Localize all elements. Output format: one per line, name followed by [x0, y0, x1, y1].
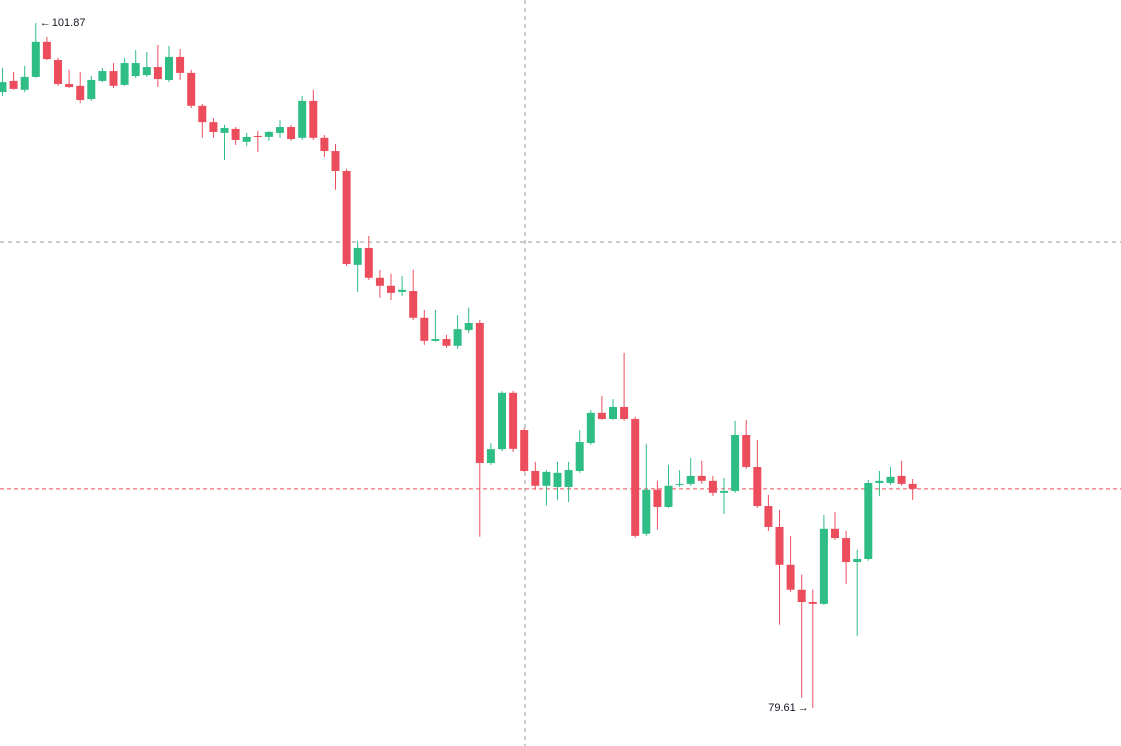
candle-body — [653, 489, 662, 507]
candle-body — [120, 63, 129, 85]
candle-body — [20, 76, 29, 90]
candle-body — [564, 470, 573, 487]
candle-body — [76, 85, 85, 100]
candle-body — [176, 56, 185, 73]
candle-body — [586, 412, 595, 443]
candle-body — [453, 329, 462, 346]
candle-body — [220, 127, 229, 133]
candle-body — [764, 506, 773, 527]
candle-body — [131, 63, 140, 76]
candle-body — [209, 122, 218, 132]
candle-body — [831, 528, 839, 539]
candle-body — [597, 412, 606, 419]
candle-body — [842, 538, 851, 563]
candle-body — [54, 59, 62, 84]
candle-body — [331, 151, 340, 172]
candle-body — [442, 339, 451, 346]
candle-body — [287, 127, 296, 140]
candle-body — [720, 490, 728, 493]
candle-body — [708, 480, 717, 493]
candle-body — [864, 482, 873, 559]
candle-body — [431, 339, 440, 341]
candle-body — [276, 127, 284, 133]
candle-body — [542, 471, 551, 486]
candle-body — [797, 589, 806, 603]
candle-body — [742, 434, 751, 467]
candle-body — [231, 128, 240, 140]
min-label: 79.61 — [768, 702, 796, 714]
candle-body — [520, 430, 529, 471]
candle-body — [609, 406, 617, 419]
candle-body — [509, 392, 518, 449]
candle-body — [897, 475, 906, 484]
candle-body — [65, 83, 74, 88]
candle-body — [31, 41, 40, 77]
candle-body — [420, 317, 429, 341]
candle-body — [786, 564, 795, 590]
candle-body — [731, 434, 740, 491]
candle-body — [364, 247, 373, 278]
candle-body — [498, 392, 506, 450]
candle-body — [620, 406, 629, 419]
candle-body — [575, 442, 584, 471]
candle-body — [908, 483, 917, 489]
candle-body — [342, 171, 351, 264]
candle-body — [808, 602, 817, 604]
candle-body — [109, 71, 118, 86]
candle-body — [9, 80, 18, 89]
candle-body — [819, 528, 828, 604]
candle-body — [531, 470, 540, 486]
candle-body — [42, 41, 51, 60]
candle-body — [98, 71, 107, 81]
candle-body — [486, 449, 495, 463]
candle-body — [398, 289, 407, 292]
candle-body — [0, 82, 7, 92]
candle-body — [142, 67, 151, 76]
max-label: 101.87 — [52, 17, 86, 29]
candle-body — [242, 136, 251, 142]
candle-body — [165, 56, 173, 80]
candle-body — [664, 485, 673, 507]
candle-body — [187, 72, 196, 106]
candle-body — [875, 480, 884, 483]
candle-body — [375, 277, 384, 286]
arrow-right: → — [798, 702, 809, 714]
candle-body — [686, 475, 695, 484]
candle-body — [464, 323, 473, 331]
candle-body — [853, 558, 862, 563]
candle-body — [553, 472, 562, 487]
candle-body — [253, 135, 262, 137]
candle-body — [320, 137, 329, 152]
candle-body — [775, 526, 784, 565]
candle-body — [264, 131, 273, 137]
arrow-left: ← — [40, 17, 51, 29]
candle-body — [198, 105, 207, 123]
candle-body — [153, 67, 162, 80]
candle-body — [642, 489, 651, 534]
candle-body — [697, 475, 706, 481]
candle-body — [387, 285, 395, 293]
candle-body — [475, 323, 484, 463]
candle-body — [298, 100, 307, 138]
candle-body — [309, 100, 318, 138]
candle-body — [675, 483, 684, 485]
candle-body — [631, 418, 640, 536]
candle-body — [353, 247, 362, 265]
candle-body — [409, 291, 418, 318]
candle-body — [87, 79, 96, 100]
candle-body — [886, 476, 895, 483]
candle-body — [753, 466, 762, 507]
